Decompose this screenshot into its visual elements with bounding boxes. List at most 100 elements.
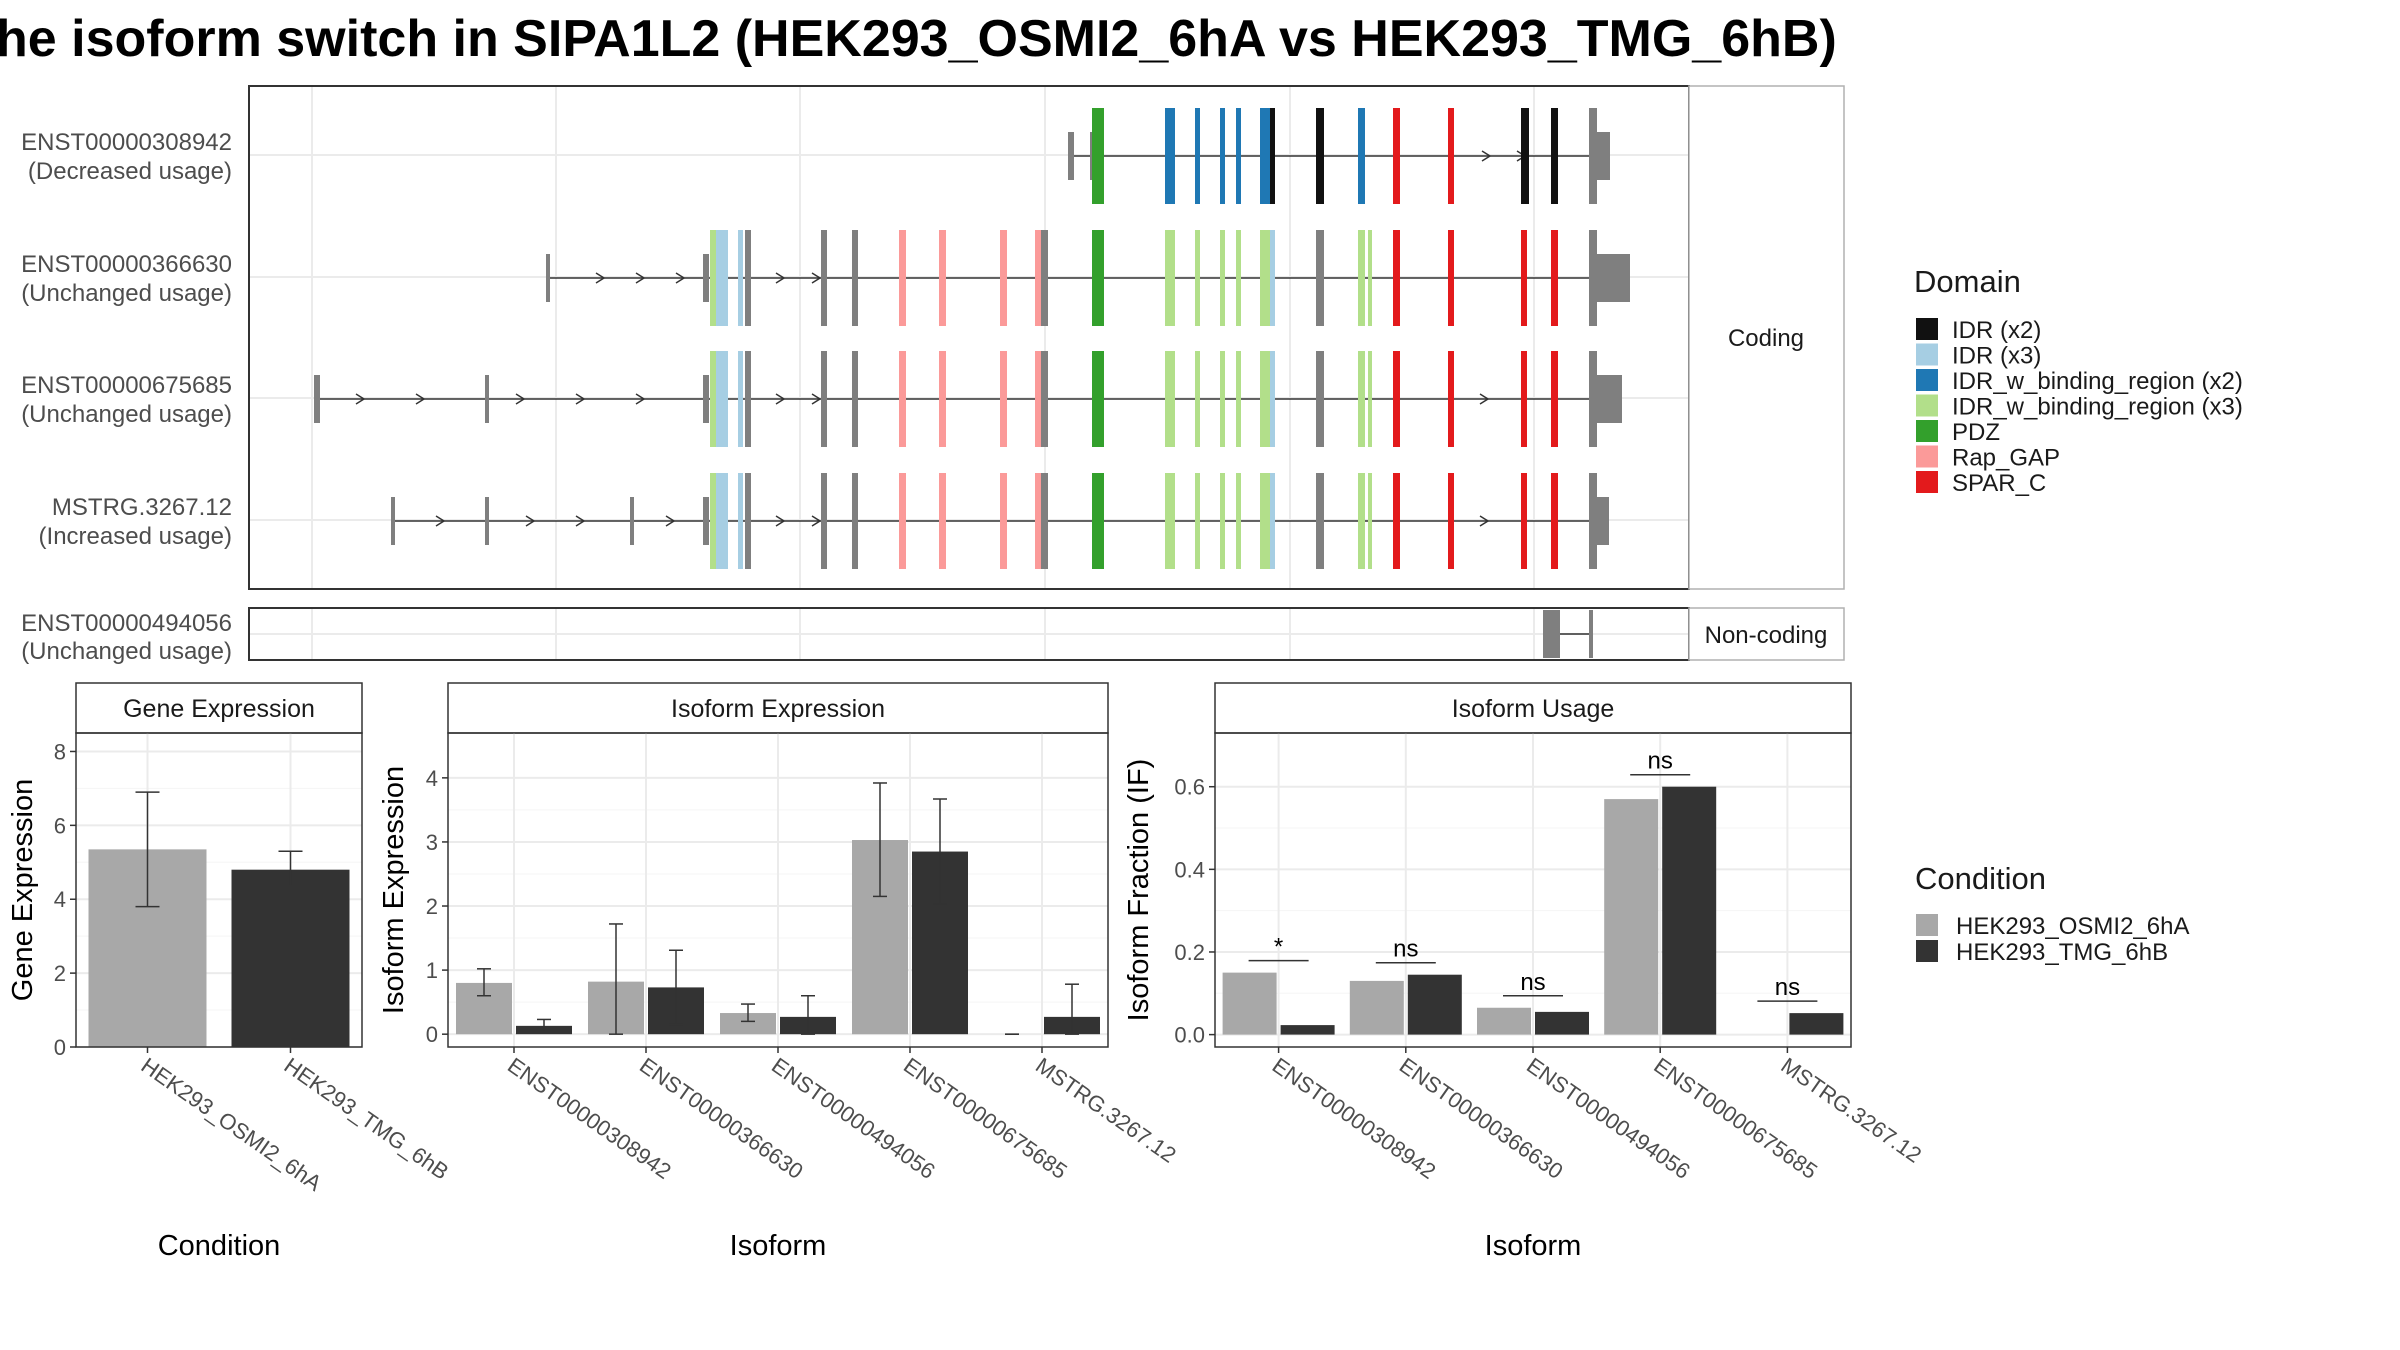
exon-spar-c <box>1448 230 1454 326</box>
strand-arrow <box>355 393 366 405</box>
exon-utr <box>703 375 709 423</box>
exon-idr-x3 <box>738 351 743 447</box>
significance-label: ns <box>1648 748 1673 775</box>
exon-noncoding <box>1543 610 1560 658</box>
exon-idr-x2 <box>1316 108 1324 204</box>
significance-label: * <box>1274 934 1283 961</box>
exon-idr-binding-x3 <box>1195 351 1200 447</box>
condition-legend-title: Condition <box>1915 861 2046 896</box>
legend-label: HEK293_TMG_6hB <box>1956 939 2168 966</box>
y-tick-label: 0.6 <box>1174 775 1205 800</box>
exon-rap-gap <box>1035 230 1041 326</box>
exon-utr <box>821 473 827 569</box>
bar-hek293-tmg-6hb <box>1535 1011 1589 1035</box>
exon-idr-x3 <box>1270 351 1275 447</box>
strand-arrow <box>515 393 526 405</box>
transcript-label-id: ENST00000675685 <box>21 372 232 399</box>
exon-rap-gap <box>899 230 906 326</box>
significance-label: ns <box>1393 936 1418 963</box>
exon-idr-binding-x3 <box>1165 473 1175 569</box>
bar-hek293-tmg-6hb <box>1789 1013 1844 1035</box>
legend-key-idr-x2- <box>1916 318 1938 340</box>
exon-spar-c <box>1393 108 1400 204</box>
strand-arrow <box>1479 515 1490 527</box>
strand-arrow <box>575 515 586 527</box>
legend-label: HEK293_OSMI2_6hA <box>1956 913 2189 940</box>
exon-idr-binding-x3 <box>1358 230 1365 326</box>
exon-rap-gap <box>1000 473 1007 569</box>
transcript-track-4 <box>391 473 1609 569</box>
exon-utr <box>485 375 489 423</box>
panel-title: Isoform Expression <box>671 695 885 723</box>
exon-idr-binding-x2 <box>1236 108 1241 204</box>
strand-arrow <box>775 272 786 284</box>
exon-idr-binding-x2 <box>1358 108 1365 204</box>
transcript-track-1 <box>1068 108 1610 204</box>
y-axis-title: Isoform Fraction (IF) <box>1123 759 1155 1022</box>
exon-idr-binding-x3 <box>1358 473 1365 569</box>
domain-legend-title: Domain <box>1914 264 2021 299</box>
exon-idr-binding-x3 <box>1220 230 1225 326</box>
exon-idr-binding-x3 <box>1368 473 1372 569</box>
strand-arrow <box>635 272 646 284</box>
exon-spar-c <box>1551 473 1558 569</box>
panel-title: Isoform Usage <box>1452 695 1615 723</box>
transcript-label-status: (Unchanged usage) <box>21 401 232 428</box>
exon-idr-binding-x2 <box>1195 108 1200 204</box>
panel-strip <box>75 682 363 734</box>
exon-idr-binding-x3 <box>710 473 716 569</box>
exon-utr <box>1041 230 1048 326</box>
exon-rap-gap <box>899 351 906 447</box>
y-axis-title: Isoform Expression <box>378 766 410 1014</box>
coding-strip <box>1688 85 1845 590</box>
transcript-track-5 <box>1543 610 1593 658</box>
exon-spar-c <box>1551 351 1558 447</box>
exon-idr-binding-x3 <box>1260 230 1270 326</box>
exon-idr-x2 <box>1551 108 1558 204</box>
panel-title: Gene Expression <box>123 695 315 723</box>
exon-idr-x3 <box>738 230 743 326</box>
bar-hek293-tmg-6hb <box>1280 1025 1335 1035</box>
exon-noncoding <box>1589 610 1593 658</box>
significance-label: ns <box>1775 974 1800 1001</box>
exon-utr <box>630 497 634 545</box>
panel-strip <box>1214 682 1852 734</box>
exon-utr <box>745 473 751 569</box>
strand-arrow <box>665 515 676 527</box>
y-tick-label: 8 <box>54 739 66 764</box>
y-tick-label: 2 <box>54 961 66 986</box>
strand-arrow <box>435 515 446 527</box>
x-axis-title: Isoform <box>730 1230 827 1262</box>
exon-utr <box>1597 497 1609 545</box>
legend-key-idr-x3- <box>1916 343 1938 366</box>
legend-key-condition <box>1916 940 1938 962</box>
noncoding-strip <box>1688 607 1845 661</box>
exon-spar-c <box>1521 230 1527 326</box>
exon-utr <box>745 230 751 326</box>
exon-utr <box>852 230 858 326</box>
strand-arrow <box>1479 393 1490 405</box>
exon-idr-x3 <box>738 473 743 569</box>
exon-utr <box>1316 473 1324 569</box>
exon-idr-binding-x3 <box>1260 351 1270 447</box>
exon-idr-binding-x3 <box>1220 351 1225 447</box>
noncoding-strip-label: Non-coding <box>1705 622 1828 649</box>
exon-idr-x3 <box>716 473 728 569</box>
coding-panel-frame <box>248 85 1690 590</box>
exon-pdz <box>1092 230 1104 326</box>
transcript-label-status: (Decreased usage) <box>28 158 232 185</box>
y-tick-label: 0.0 <box>1174 1023 1205 1048</box>
exon-idr-x3 <box>1270 230 1275 326</box>
bar-hek293-tmg-6hb <box>1407 974 1462 1035</box>
strand-arrow <box>775 393 786 405</box>
bar-hek293-osmi2-6ha <box>1477 1007 1531 1035</box>
exon-idr-x3 <box>716 351 728 447</box>
exon-spar-c <box>1521 351 1527 447</box>
exon-utr <box>1597 375 1622 423</box>
y-tick-label: 1 <box>426 958 438 983</box>
bar-hek293-osmi2-6ha <box>1222 972 1277 1035</box>
exon-idr-binding-x3 <box>1358 351 1365 447</box>
panel-frame <box>75 732 363 1048</box>
exon-utr <box>1068 132 1074 180</box>
